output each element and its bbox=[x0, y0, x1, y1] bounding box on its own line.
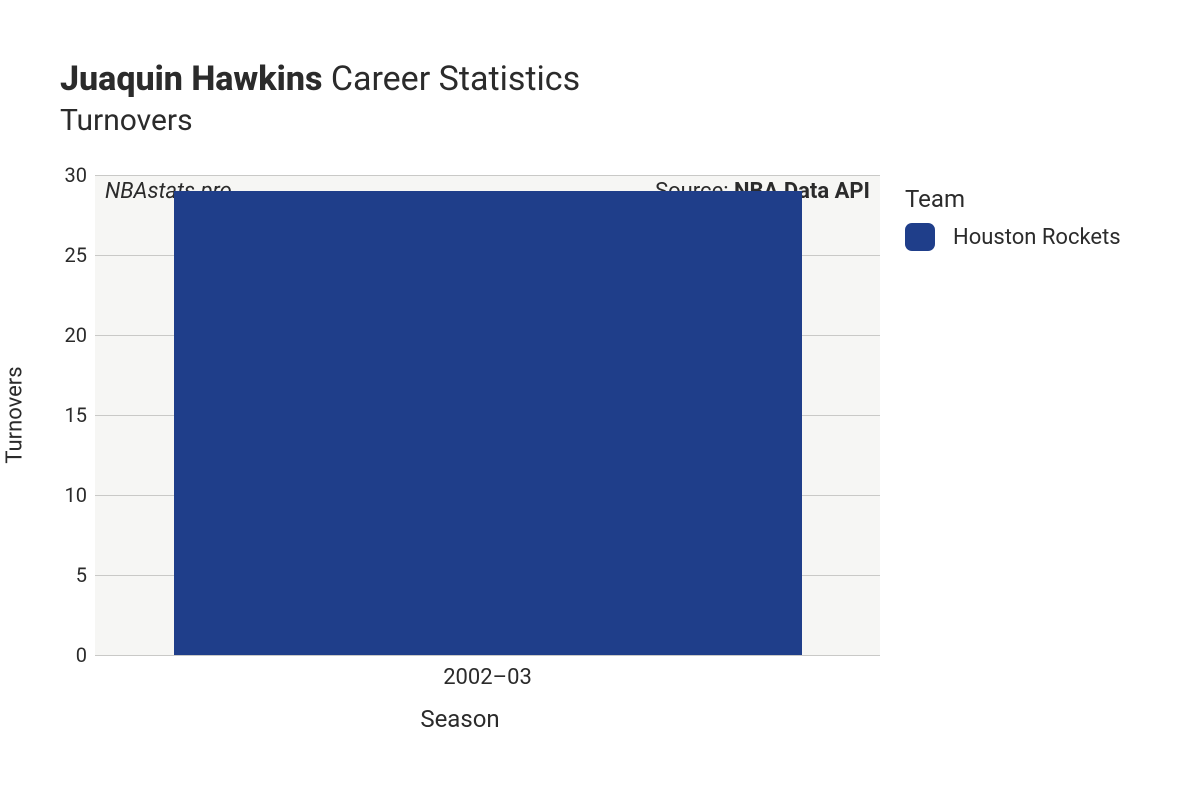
legend-item: Houston Rockets bbox=[905, 223, 1121, 251]
y-tick-label: 10 bbox=[47, 483, 87, 507]
plot-area: NBAstats.pro Source: NBA Data API 051015… bbox=[95, 175, 880, 655]
gridline bbox=[95, 175, 880, 176]
legend-title: Team bbox=[905, 185, 1121, 213]
y-tick-label: 0 bbox=[47, 643, 87, 667]
legend-item-label: Houston Rockets bbox=[953, 225, 1121, 250]
bar bbox=[174, 191, 802, 655]
gridline bbox=[95, 655, 880, 656]
chart-subtitle: Turnovers bbox=[60, 103, 580, 138]
y-axis-label: Turnovers bbox=[3, 366, 28, 463]
chart-title-block: Juaquin Hawkins Career Statistics Turnov… bbox=[60, 60, 580, 138]
y-tick-label: 25 bbox=[47, 243, 87, 267]
legend-swatch bbox=[905, 223, 935, 251]
y-tick-label: 15 bbox=[47, 403, 87, 427]
y-tick-label: 30 bbox=[47, 163, 87, 187]
x-axis-label: Season bbox=[420, 705, 499, 733]
y-tick-label: 20 bbox=[47, 323, 87, 347]
player-name: Juaquin Hawkins bbox=[60, 59, 322, 99]
legend: Team Houston Rockets bbox=[905, 185, 1121, 251]
x-tick-label: 2002–03 bbox=[443, 665, 532, 690]
chart-title-line1: Juaquin Hawkins Career Statistics bbox=[60, 60, 580, 99]
y-tick-label: 5 bbox=[47, 563, 87, 587]
plot-outer: Turnovers Season NBAstats.pro Source: NB… bbox=[40, 175, 880, 655]
title-suffix: Career Statistics bbox=[322, 59, 580, 99]
